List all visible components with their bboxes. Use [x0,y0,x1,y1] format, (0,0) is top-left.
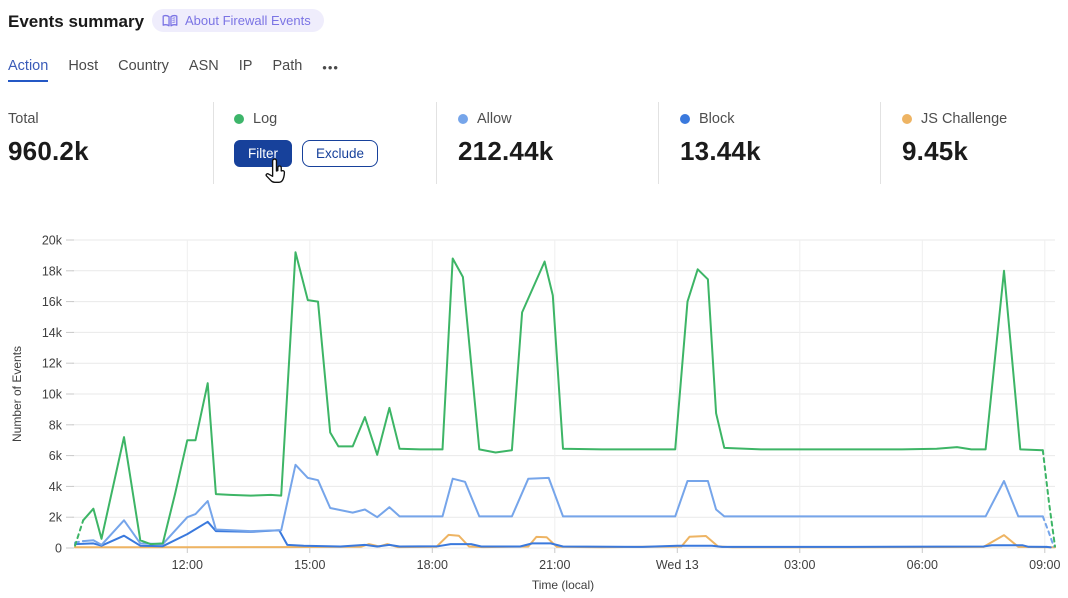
about-firewall-events-badge[interactable]: About Firewall Events [152,9,324,32]
svg-text:15:00: 15:00 [294,558,325,572]
js-challenge-card: JS Challenge 9.45k [902,100,1007,167]
block-value: 13.44k [680,136,761,166]
series-block-dashed [1045,545,1054,549]
allow-label: Allow [477,111,512,127]
block-card: Block 13.44k [680,100,761,167]
divider [658,102,659,184]
divider [436,102,437,184]
svg-text:20k: 20k [42,234,63,248]
allow-card: Allow 212.44k [458,100,553,167]
svg-text:12k: 12k [42,357,63,371]
svg-text:2k: 2k [49,511,63,525]
tab-ip[interactable]: IP [238,58,253,74]
exclude-button[interactable]: Exclude [302,140,379,167]
js-challenge-value: 9.45k [902,136,969,166]
tab-country[interactable]: Country [118,58,169,74]
log-label: Log [253,111,278,127]
js-challenge-label: JS Challenge [921,111,1008,127]
filter-button[interactable]: Filter [234,140,292,167]
svg-text:Time (local): Time (local) [532,578,594,592]
svg-text:06:00: 06:00 [907,558,938,572]
allow-value: 212.44k [458,136,554,166]
total-value: 960.2k [8,136,89,166]
series-block [74,520,1048,548]
tab-action[interactable]: Action [8,58,49,82]
total-label: Total [8,111,39,127]
svg-text:03:00: 03:00 [784,558,815,572]
svg-text:4k: 4k [49,480,63,494]
book-icon [162,14,178,28]
tab-bar: Action Host Country ASN IP Path ••• [8,58,339,82]
svg-text:0: 0 [55,542,62,556]
svg-text:10k: 10k [42,388,63,402]
log-dot-icon [234,114,244,124]
total-card: Total 960.2k [8,100,89,167]
block-label: Block [699,111,735,127]
svg-text:Number of Events: Number of Events [10,346,24,442]
series-log-dashed [74,519,85,547]
svg-text:18k: 18k [42,264,63,278]
divider [213,102,214,184]
svg-text:09:00: 09:00 [1029,558,1060,572]
svg-text:6k: 6k [49,449,63,463]
series-allow-dashed [1041,515,1055,548]
log-card: Log Filter Exclude [234,100,379,167]
page-title: Events summary [8,12,145,31]
svg-text:12:00: 12:00 [172,558,203,572]
svg-text:Wed 13: Wed 13 [656,558,699,572]
divider [880,102,881,184]
tab-host[interactable]: Host [68,58,99,74]
events-chart[interactable]: 0 2k 4k 6k 8k 10k 12k 14k 16k 18k 20k 12:00 15:00 18:… [0,228,1068,598]
series-js-challenge [74,533,1056,549]
badge-label: About Firewall Events [185,13,311,28]
more-tabs-icon[interactable]: ••• [322,60,339,75]
svg-text:8k: 8k [49,418,63,432]
allow-dot-icon [458,114,468,124]
svg-text:16k: 16k [42,295,63,309]
block-dot-icon [680,114,690,124]
svg-text:21:00: 21:00 [539,558,570,572]
svg-text:14k: 14k [42,326,63,340]
tab-asn[interactable]: ASN [188,58,219,74]
tab-path[interactable]: Path [272,58,303,74]
stats-row: Total 960.2k Log Filter Exclude Allow 21… [0,100,1068,188]
series-allow [82,463,1044,546]
js-challenge-dot-icon [902,114,912,124]
series-log-dashed [1041,449,1056,548]
series-log [82,251,1044,546]
svg-text:18:00: 18:00 [417,558,448,572]
